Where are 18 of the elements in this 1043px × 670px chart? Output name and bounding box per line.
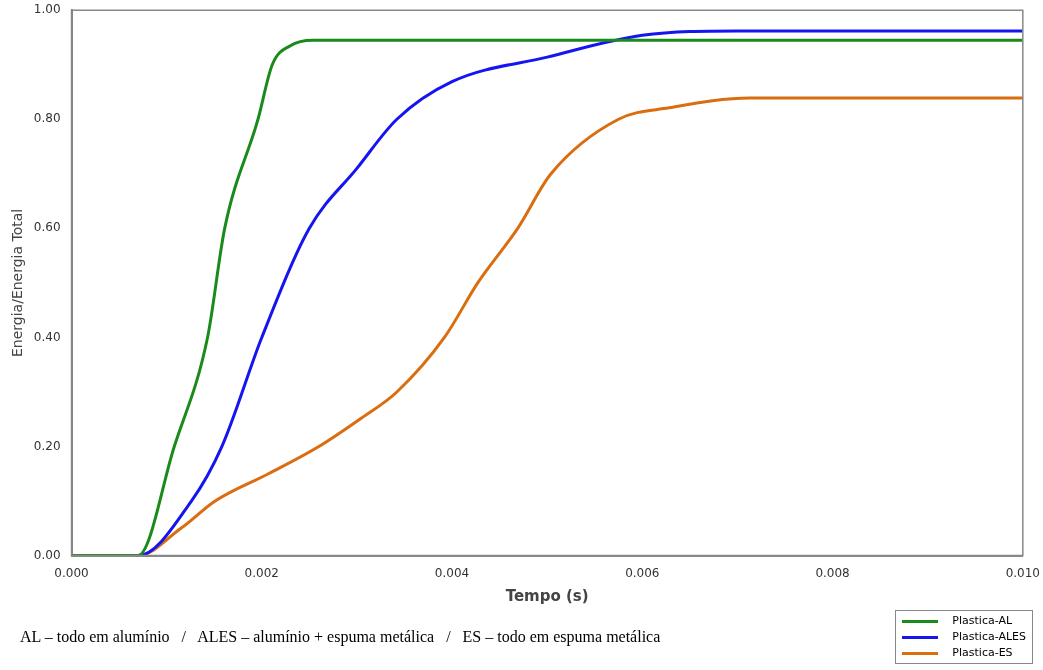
y-axis-title: Energia/Energia Total bbox=[9, 208, 26, 358]
y-tick-label: 1.00 bbox=[33, 2, 61, 17]
x-axis-title: Tempo (s) bbox=[505, 586, 589, 605]
y-tick-label: 0.80 bbox=[33, 111, 61, 126]
x-tick-label: 0.010 bbox=[1005, 565, 1040, 580]
x-tick-label: 0.008 bbox=[815, 565, 850, 580]
y-tick-label: 0.40 bbox=[33, 329, 61, 344]
y-tick-label: 0.20 bbox=[33, 438, 61, 453]
x-tick-label: 0.000 bbox=[54, 565, 89, 580]
text: AL – todo em alumínio / ALES – alumínio + espuma metálica / ES – todo em espuma metálica bbox=[20, 628, 661, 646]
legend-label: Plastica-AL bbox=[952, 613, 1013, 629]
legend-label: Plastica-ES bbox=[952, 645, 1013, 661]
legend-label: Plastica-ALES bbox=[952, 629, 1026, 645]
y-tick-label: 0.00 bbox=[33, 547, 61, 562]
x-tick-label: 0.004 bbox=[434, 565, 470, 580]
x-tick-label: 0.002 bbox=[244, 565, 279, 580]
x-tick-label: 0.006 bbox=[625, 565, 660, 580]
y-tick-label: 0.60 bbox=[33, 220, 61, 235]
